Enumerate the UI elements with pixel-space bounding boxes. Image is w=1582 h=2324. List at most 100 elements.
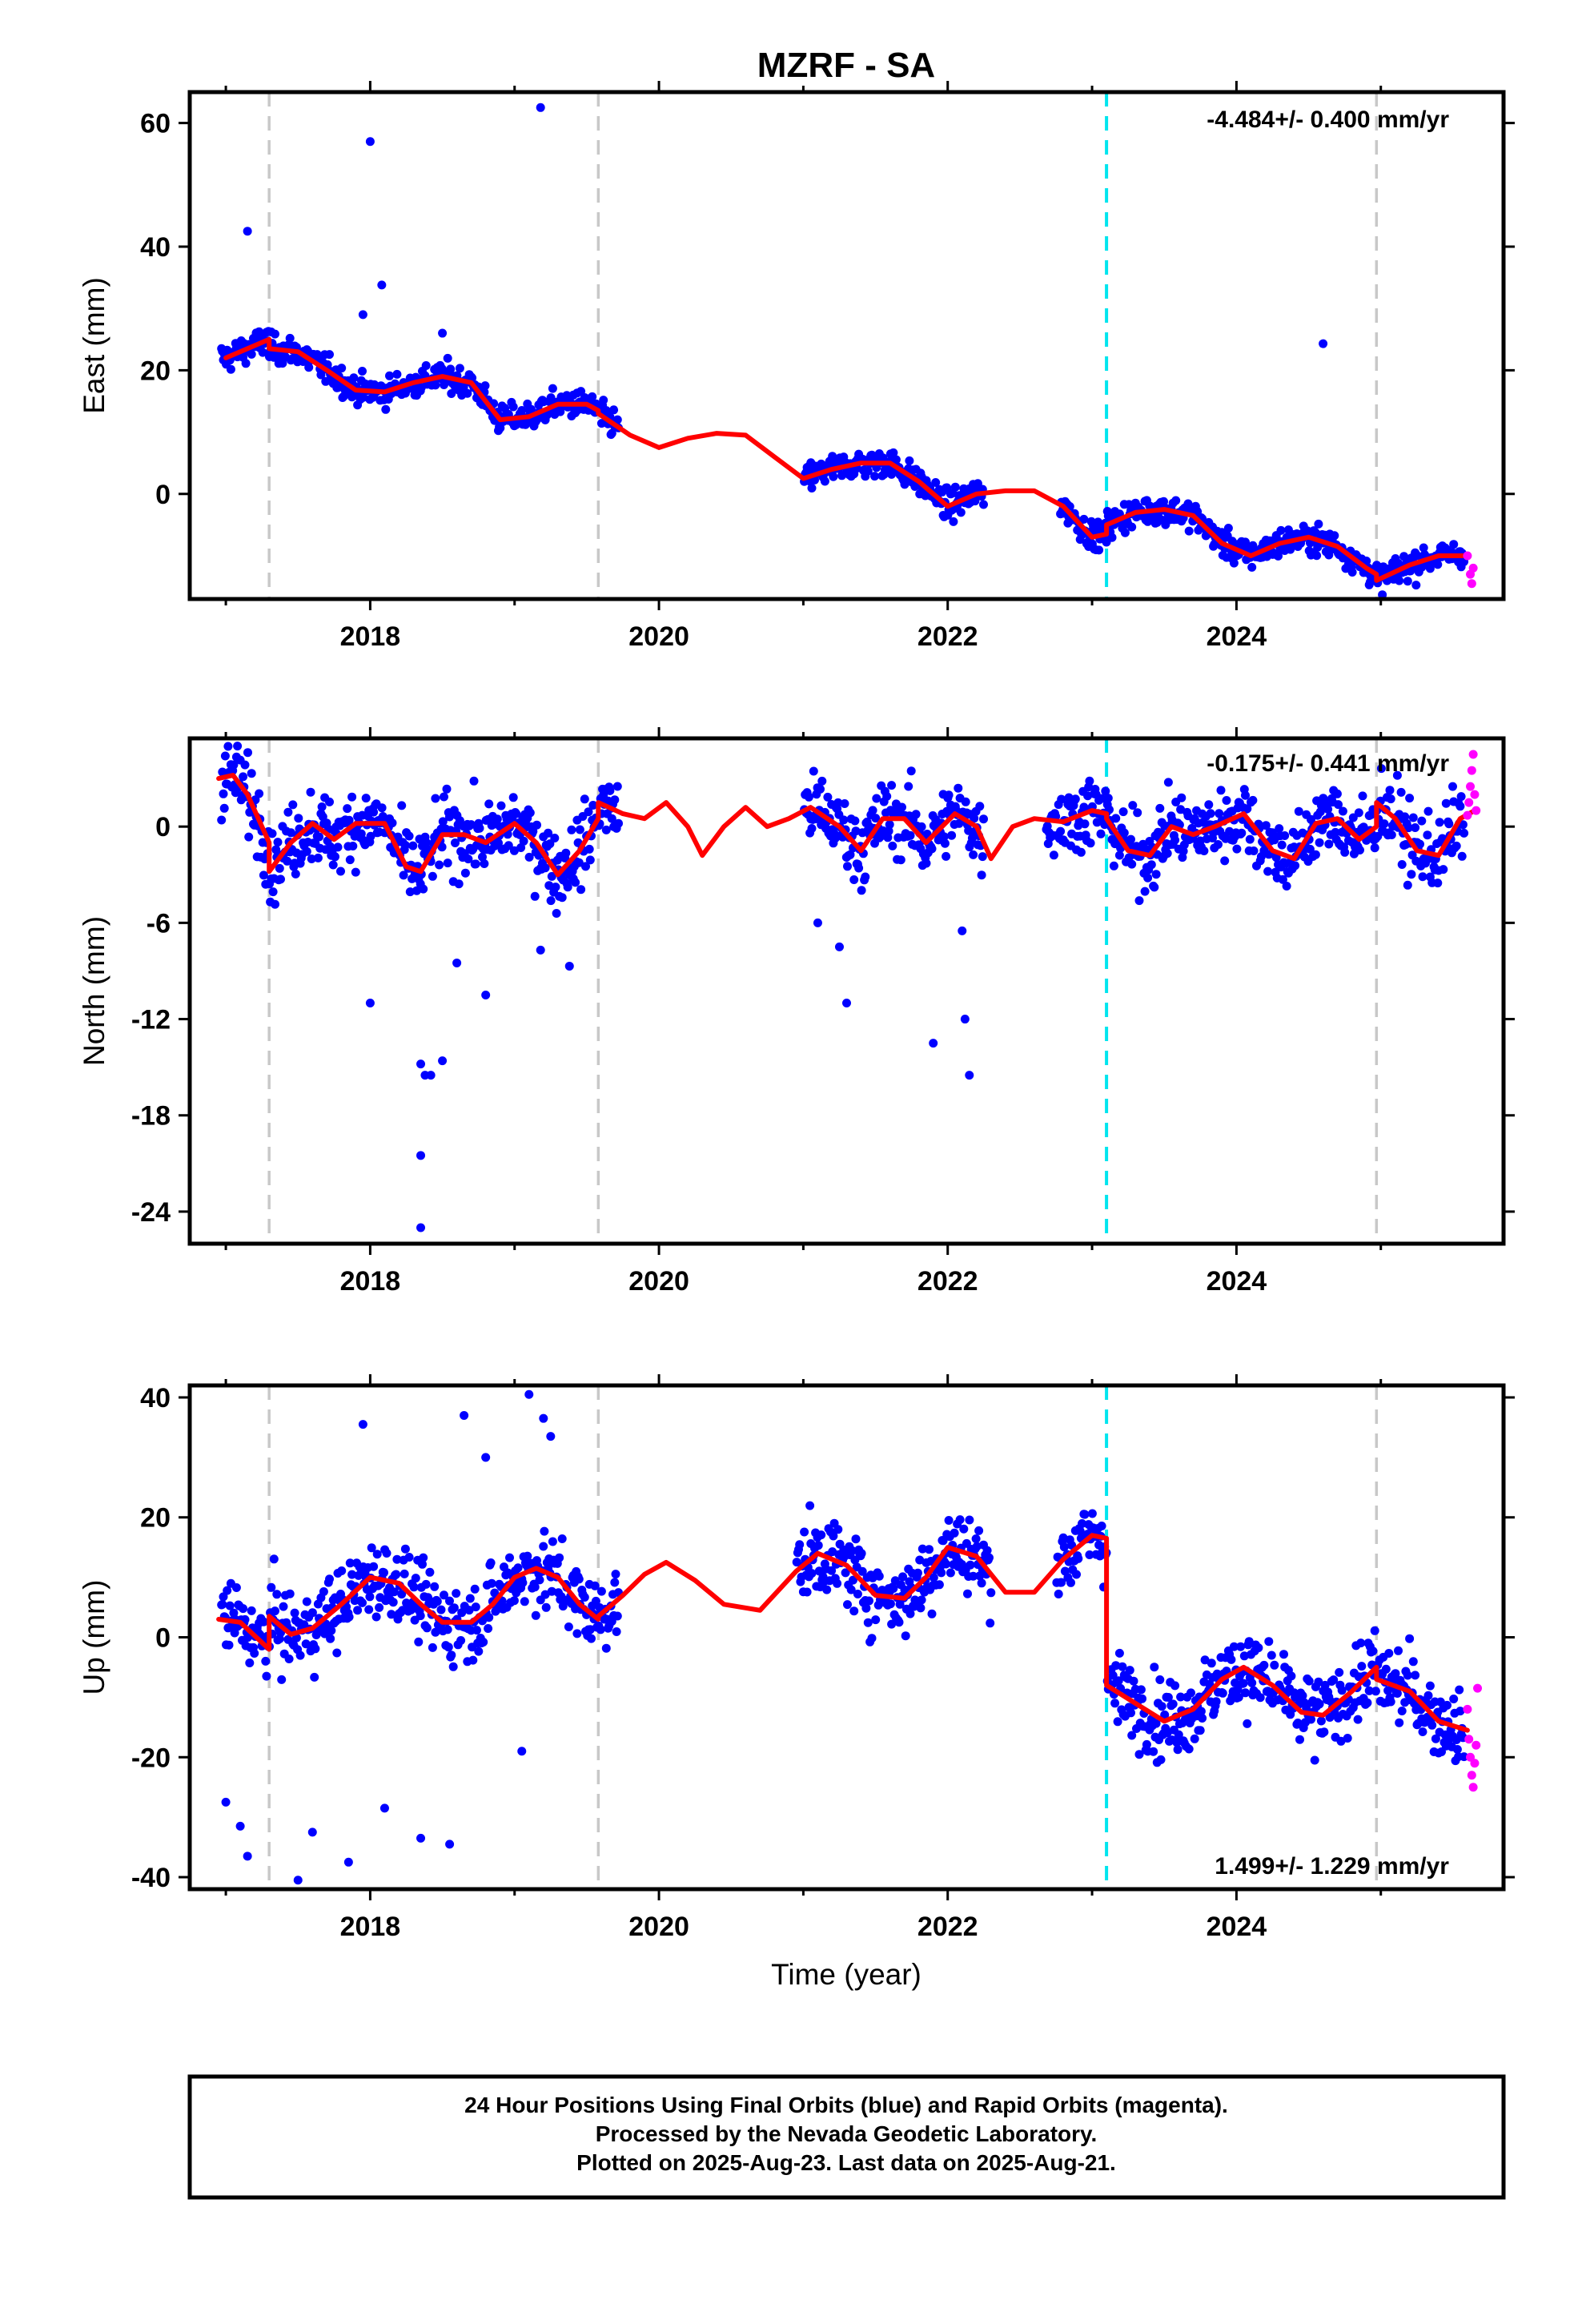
data-point	[344, 1612, 354, 1622]
data-point	[576, 387, 586, 396]
data-point	[523, 1551, 532, 1561]
data-point	[809, 766, 818, 776]
data-point	[306, 787, 315, 797]
data-point	[911, 810, 921, 819]
data-point	[863, 1618, 873, 1627]
data-point	[343, 804, 352, 814]
data-point	[820, 476, 829, 486]
data-point	[1078, 1519, 1086, 1528]
data-point	[464, 1606, 474, 1615]
data-point	[484, 1624, 493, 1633]
data-point	[548, 384, 557, 393]
data-point	[575, 825, 584, 834]
data-point	[823, 792, 833, 802]
data-point	[970, 814, 979, 823]
data-point	[530, 1582, 540, 1592]
data-point	[1452, 841, 1461, 850]
data-point	[392, 369, 402, 379]
data-point	[288, 800, 298, 810]
outlier-point	[426, 1071, 436, 1080]
rapid-point	[1472, 806, 1481, 815]
data-point	[927, 1609, 937, 1618]
data-point	[327, 1626, 336, 1635]
rapid-orbit-points	[1463, 1683, 1483, 1792]
outlier-point	[307, 1827, 317, 1837]
data-point	[1418, 872, 1427, 882]
outlier-point	[958, 926, 967, 935]
data-point	[1127, 1731, 1137, 1740]
data-point	[1223, 524, 1233, 533]
data-point	[1460, 828, 1469, 838]
data-point	[1215, 809, 1224, 818]
data-point	[255, 789, 264, 798]
footer-line-1: 24 Hour Positions Using Final Orbits (bl…	[464, 2093, 1228, 2117]
data-point	[885, 820, 894, 830]
data-point	[901, 1631, 910, 1641]
data-point	[1096, 829, 1106, 838]
rapid-point	[1468, 750, 1478, 759]
data-point	[964, 826, 974, 835]
data-point	[347, 1570, 357, 1579]
up-panel: 2018 2020 2022 2024 40 20 0 -20 -40 Up (mm) 1.499+…	[78, 1374, 1515, 1942]
data-point	[1216, 786, 1226, 795]
plot-area	[217, 92, 1478, 599]
data-point	[468, 1655, 478, 1665]
data-point	[884, 826, 893, 836]
outlier-point	[365, 999, 375, 1008]
data-point	[802, 1587, 812, 1597]
data-point	[1127, 859, 1137, 869]
data-point	[1076, 847, 1086, 857]
data-point	[1227, 1655, 1236, 1664]
data-point	[387, 1610, 396, 1619]
data-point	[596, 1625, 605, 1634]
data-point	[949, 517, 958, 526]
data-point	[1218, 1688, 1227, 1698]
data-point	[1387, 830, 1396, 839]
data-point	[1391, 1669, 1400, 1679]
data-point	[1370, 843, 1379, 853]
data-point	[1177, 793, 1186, 802]
data-point	[601, 1643, 611, 1653]
data-point	[1400, 812, 1410, 822]
data-point	[217, 815, 227, 825]
data-point	[1206, 809, 1215, 818]
outlier-point	[416, 1151, 426, 1160]
data-point	[446, 364, 456, 374]
data-point	[1418, 1727, 1427, 1736]
outlier-point	[481, 1453, 491, 1462]
data-point	[868, 806, 877, 815]
data-point	[508, 402, 518, 412]
data-point	[421, 1579, 431, 1589]
data-point	[302, 846, 311, 856]
data-point	[1151, 870, 1161, 879]
data-point	[1315, 807, 1325, 817]
data-point	[1408, 813, 1418, 822]
data-point	[285, 1589, 295, 1598]
outlier-point	[834, 942, 844, 951]
data-point	[1119, 828, 1129, 838]
data-point	[1357, 1662, 1367, 1671]
data-point	[1397, 1707, 1407, 1715]
outlier-point	[536, 103, 545, 112]
data-point	[1074, 1554, 1083, 1563]
data-point	[829, 1531, 838, 1541]
data-point	[1397, 860, 1407, 869]
data-point	[325, 1574, 334, 1584]
data-point	[857, 886, 866, 895]
data-point	[1195, 1726, 1205, 1735]
data-point	[397, 801, 407, 810]
data-point	[377, 803, 387, 813]
data-point	[612, 1627, 621, 1636]
data-point	[475, 823, 484, 833]
data-point	[430, 1582, 440, 1591]
rapid-point	[1473, 1683, 1483, 1693]
data-point	[1320, 1680, 1330, 1690]
data-point	[419, 884, 428, 894]
data-point	[942, 1559, 951, 1569]
data-point	[956, 508, 966, 517]
data-point	[975, 802, 985, 811]
data-point	[1184, 526, 1194, 536]
data-point	[607, 814, 616, 823]
rapid-orbit-points	[1463, 551, 1478, 589]
data-point	[400, 1544, 410, 1554]
